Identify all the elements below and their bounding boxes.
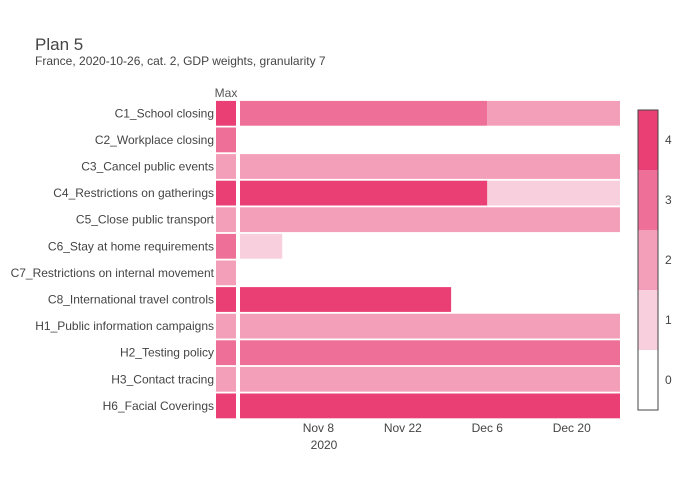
colorbar-band: [638, 290, 658, 350]
heatmap-cell: [487, 100, 620, 126]
x-tick-label: Dec 20: [553, 421, 591, 435]
heatmap-row: H3_Contact tracing: [111, 366, 620, 392]
heatmap-cell: [240, 100, 488, 126]
heatmap-cell: [240, 313, 620, 339]
heatmap-row: C2_Workplace closing: [95, 127, 236, 153]
heatmap-row: C8_International travel controls: [48, 287, 452, 312]
heatmap-cell: [240, 287, 452, 312]
row-label: C4_Restrictions on gatherings: [53, 186, 214, 200]
max-cell: [216, 393, 236, 419]
heatmap-row: H6_Facial Coverings: [103, 393, 620, 419]
row-label: C5_Close public transport: [76, 213, 215, 227]
max-cell: [216, 313, 236, 339]
chart-title: Plan 5: [35, 35, 84, 54]
max-cell: [216, 100, 236, 126]
x-axis: Nov 8 Nov 22 Dec 6 Dec 20: [303, 421, 591, 435]
heatmap-row: C7_Restrictions on internal movement: [11, 260, 236, 286]
colorbar: 0 1 2 3 4: [637, 109, 672, 411]
heatmap-cell: [240, 207, 620, 233]
colorbar-tick-label: 3: [665, 193, 672, 207]
heatmap-row: H1_Public information campaigns: [35, 313, 620, 339]
colorbar-band: [638, 110, 658, 170]
heatmap-cell: [240, 340, 620, 366]
max-cell: [216, 233, 236, 259]
colorbar-tick-label: 1: [665, 313, 672, 327]
x-tick-label: Nov 8: [303, 421, 335, 435]
row-label: C3_Cancel public events: [81, 160, 214, 174]
heatmap-row: C4_Restrictions on gatherings: [53, 180, 620, 206]
heatmap-row: C6_Stay at home requirements: [48, 233, 283, 259]
heatmap-row: C1_School closing: [115, 100, 620, 126]
row-label: H1_Public information campaigns: [35, 319, 214, 333]
colorbar-outline: [637, 109, 659, 411]
heatmap-rows: C1_School closing C2_Workplace closing C3_…: [11, 100, 620, 419]
max-cell: [216, 180, 236, 206]
chart-subtitle: France, 2020-10-26, cat. 2, GDP weights,…: [35, 54, 326, 68]
max-cell: [216, 366, 236, 392]
heatmap-row: C3_Cancel public events: [81, 154, 620, 179]
max-cell: [216, 154, 236, 179]
heatmap-cell: [240, 393, 620, 419]
x-axis-year-label: 2020: [311, 438, 338, 452]
max-cell: [216, 127, 236, 153]
heatmap-cell: [240, 180, 488, 206]
row-label: C1_School closing: [115, 106, 214, 120]
max-column-label: Max: [215, 86, 238, 100]
heatmap-cell: [240, 366, 620, 392]
row-label: C2_Workplace closing: [95, 133, 214, 147]
heatmap-row: C5_Close public transport: [76, 207, 620, 233]
max-cell: [216, 207, 236, 233]
max-cell: [216, 260, 236, 286]
heatmap-row: H2_Testing policy: [120, 340, 620, 366]
heatmap-cell: [240, 154, 620, 179]
max-cell: [216, 287, 236, 312]
x-tick-label: Nov 22: [384, 421, 422, 435]
heatmap-cell: [240, 233, 283, 259]
colorbar-tick-label: 2: [665, 253, 672, 267]
colorbar-band: [638, 350, 658, 410]
colorbar-tick-label: 4: [665, 133, 672, 147]
x-tick-label: Dec 6: [472, 421, 504, 435]
colorbar-band: [638, 230, 658, 290]
colorbar-band: [638, 170, 658, 230]
max-cell: [216, 340, 236, 366]
row-label: H2_Testing policy: [120, 346, 214, 360]
row-label: H3_Contact tracing: [111, 372, 214, 386]
heatmap-cell: [487, 180, 620, 206]
row-label: H6_Facial Coverings: [103, 399, 214, 413]
row-label: C8_International travel controls: [48, 293, 214, 307]
colorbar-tick-label: 0: [665, 373, 672, 387]
row-label: C6_Stay at home requirements: [48, 239, 214, 253]
row-label: C7_Restrictions on internal movement: [11, 266, 215, 280]
